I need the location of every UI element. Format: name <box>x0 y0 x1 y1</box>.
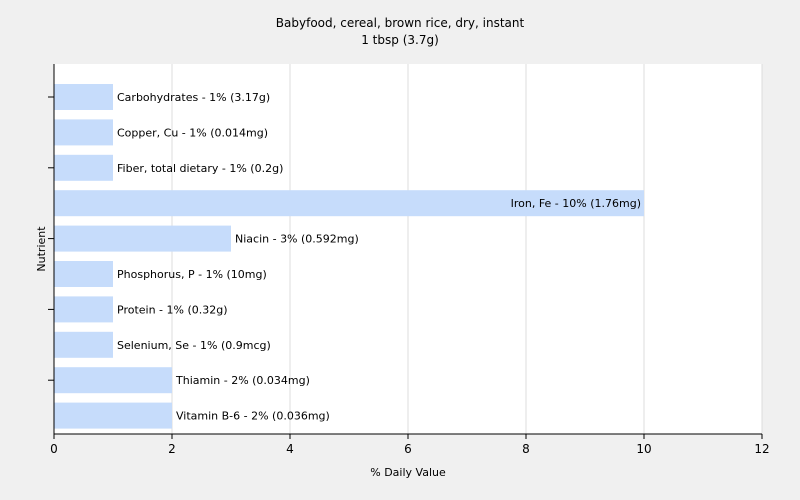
x-tick-label: 2 <box>168 442 176 456</box>
bar-label: Fiber, total dietary - 1% (0.2g) <box>117 162 283 175</box>
bar <box>54 402 172 429</box>
bar <box>54 190 644 217</box>
x-tick-label: 12 <box>754 442 769 456</box>
bar-label: Carbohydrates - 1% (3.17g) <box>117 91 270 104</box>
x-tick-label: 4 <box>286 442 294 456</box>
bar <box>54 119 113 146</box>
bar <box>54 225 231 252</box>
x-tick-label: 0 <box>50 442 58 456</box>
bars: Carbohydrates - 1% (3.17g) Copper, Cu - 1… <box>54 84 644 429</box>
bar-label: Selenium, Se - 1% (0.9mcg) <box>117 339 271 352</box>
bar <box>54 367 172 394</box>
bar <box>54 154 113 181</box>
y-axis-label: Nutrient <box>35 226 48 272</box>
bar-label: Thiamin - 2% (0.034mg) <box>175 374 310 387</box>
bar-label: Niacin - 3% (0.592mg) <box>235 233 359 246</box>
axes: 0 2 4 6 8 10 12 <box>48 64 770 456</box>
bar <box>54 296 113 323</box>
chart-subtitle: 1 tbsp (3.7g) <box>361 33 439 47</box>
x-tick-label: 8 <box>522 442 530 456</box>
bar-label: Protein - 1% (0.32g) <box>117 303 228 316</box>
bar <box>54 331 113 358</box>
bar-label: Copper, Cu - 1% (0.014mg) <box>117 126 268 139</box>
chart-title: Babyfood, cereal, brown rice, dry, insta… <box>276 16 525 30</box>
x-tick-label: 10 <box>636 442 651 456</box>
bar-label: Vitamin B-6 - 2% (0.036mg) <box>176 410 330 423</box>
x-axis-label: % Daily Value <box>370 466 446 479</box>
bar <box>54 84 113 110</box>
x-tick-label: 6 <box>404 442 412 456</box>
bar <box>54 261 113 287</box>
bar-label: Iron, Fe - 10% (1.76mg) <box>511 197 641 210</box>
bar-label: Phosphorus, P - 1% (10mg) <box>117 268 267 281</box>
